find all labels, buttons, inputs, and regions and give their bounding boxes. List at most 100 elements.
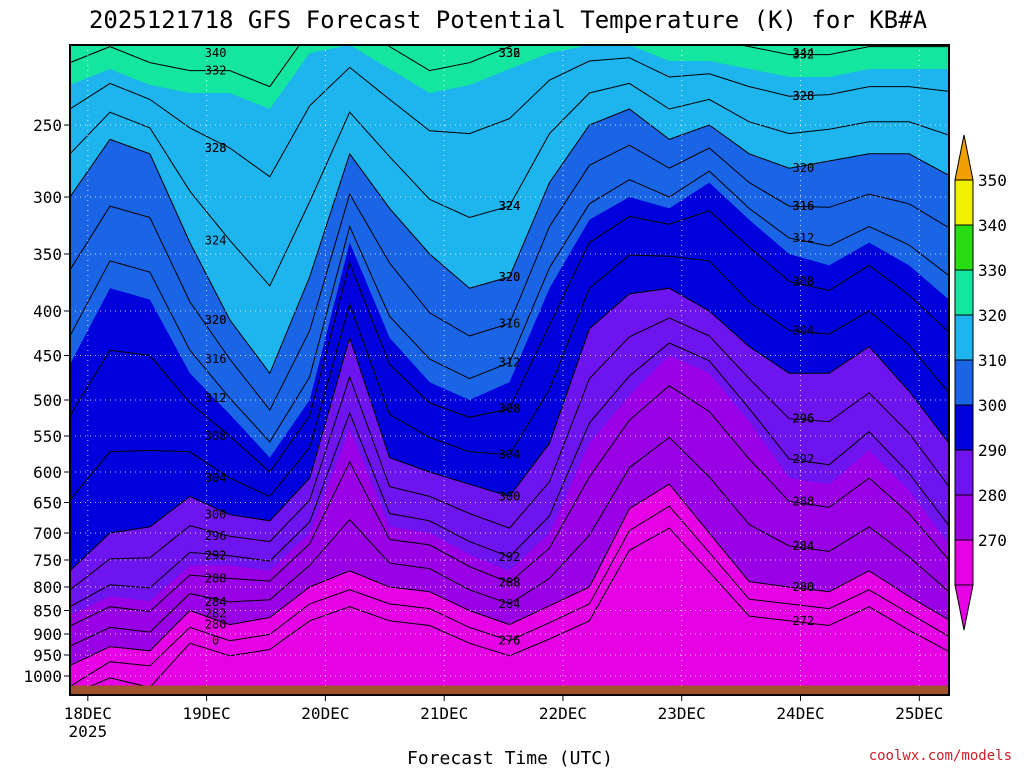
colorbar-swatch [954, 269, 974, 316]
x-tick-sublabel: 2025 [69, 722, 108, 741]
colorbar-swatch [954, 359, 974, 406]
colorbar-over-triangle [954, 134, 974, 181]
contour-312 [70, 170, 949, 443]
contour-288 [70, 385, 949, 627]
contour-label: 324 [499, 199, 521, 213]
colorbar-tick-label: 290 [978, 441, 1007, 460]
contour-label: 316 [205, 352, 227, 366]
colorbar-swatch [954, 314, 974, 361]
contour-label: 282 [205, 606, 227, 620]
color-bands [70, 45, 949, 695]
colorbar-swatch [954, 494, 974, 541]
y-tick-label: 500 [33, 391, 62, 410]
colorbar-tick-label: 300 [978, 396, 1007, 415]
contour-label: 320 [499, 270, 521, 284]
colorbar-swatch [954, 179, 974, 226]
contour-label: 300 [205, 508, 227, 522]
contour-lines [70, 45, 949, 695]
contour-label: 308 [205, 429, 227, 443]
contour-324 [70, 82, 949, 287]
y-tick-label: 400 [33, 302, 62, 321]
contour-label: 0 [212, 634, 219, 648]
y-tick-label: 800 [33, 578, 62, 597]
contour-label: 284 [793, 539, 815, 553]
y-tick-label: 350 [33, 245, 62, 264]
y-tick-label: 900 [33, 625, 62, 644]
y-tick-label: 300 [33, 188, 62, 207]
contour-292 [70, 342, 949, 608]
y-tick-label: 950 [33, 646, 62, 665]
contour-label: 308 [793, 274, 815, 288]
y-tick-label: 550 [33, 427, 62, 446]
contour-label: 312 [499, 356, 521, 370]
contour-label: 292 [499, 550, 521, 564]
contour-label: 316 [499, 317, 521, 331]
contour-label: 288 [499, 576, 521, 590]
contour-label: 336 [499, 46, 521, 60]
contour-label: 332 [205, 64, 227, 78]
contour-label: 328 [793, 89, 815, 103]
contour-label: 304 [499, 448, 521, 462]
colorbar-under-triangle [954, 584, 974, 631]
contour-label: 324 [499, 199, 521, 213]
colorbar-tick-label: 320 [978, 306, 1007, 325]
contour-label: 328 [793, 89, 815, 103]
contour-label: 312 [499, 356, 521, 370]
contour-label: 316 [793, 199, 815, 213]
x-tick-label: 22DEC [539, 704, 587, 723]
contour-label: 320 [205, 313, 227, 327]
contour-label: 308 [499, 402, 521, 416]
contour-label: 280 [793, 580, 815, 594]
x-tick-label: 20DEC [301, 704, 349, 723]
contour-316 [70, 144, 949, 412]
contour-label: 320 [793, 161, 815, 175]
colorbar-tick-label: 330 [978, 261, 1007, 280]
contour-label: 304 [205, 471, 227, 485]
contour-label: 308 [499, 402, 521, 416]
contour-304 [70, 254, 949, 501]
y-axis: 250 300 350 400 450 500 550 600 650 700 750 800 850 9… [23, 116, 70, 686]
contour-label: 284 [499, 597, 521, 611]
y-tick-label: 700 [33, 524, 62, 543]
x-tick-label: 21DEC [420, 704, 468, 723]
x-axis-label: Forecast Time (UTC) [407, 748, 613, 768]
contour-label: 280 [205, 618, 227, 632]
contour-label: 316 [793, 199, 815, 213]
contour-label: 316 [793, 199, 815, 213]
contour-label: 288 [499, 576, 521, 590]
colorbar-tick-label: 270 [978, 531, 1007, 550]
x-tick-label: 18DEC [64, 704, 112, 723]
contour-label: 308 [793, 274, 815, 288]
x-tick-label: 25DEC [895, 704, 943, 723]
colorbar-swatch [954, 404, 974, 451]
ground-surface [70, 685, 949, 695]
contour-label: 312 [205, 391, 227, 405]
contour-label: 324 [205, 233, 227, 247]
colorbar-tick-label: 340 [978, 216, 1007, 235]
contour-label: 304 [499, 448, 521, 462]
contour-label: 288 [793, 494, 815, 508]
contour-label: 296 [205, 529, 227, 543]
contour-label: 296 [793, 412, 815, 426]
contour-label: 292 [205, 549, 227, 563]
contour-label: 328 [205, 141, 227, 155]
contour-label: 332 [793, 48, 815, 62]
contour-label: 284 [205, 595, 227, 609]
contour-276 [70, 505, 949, 687]
contour-296 [70, 317, 949, 591]
colorbar-tick-label: 280 [978, 486, 1007, 505]
colorbar-tick-label: 350 [978, 171, 1007, 190]
x-tick-label: 23DEC [658, 704, 706, 723]
contour-label: 344 [793, 46, 815, 60]
credit-text: coolwx.com/models [869, 748, 1012, 764]
contour-label: 296 [793, 412, 815, 426]
chart-title: 2025121718 GFS Forecast Potential Temper… [89, 6, 928, 34]
contour-272 [70, 527, 949, 695]
colorbar-swatch [954, 224, 974, 271]
contour-label: 304 [205, 471, 227, 485]
y-tick-label: 750 [33, 551, 62, 570]
contour-label: 320 [499, 270, 521, 284]
contour-label: 284 [793, 539, 815, 553]
